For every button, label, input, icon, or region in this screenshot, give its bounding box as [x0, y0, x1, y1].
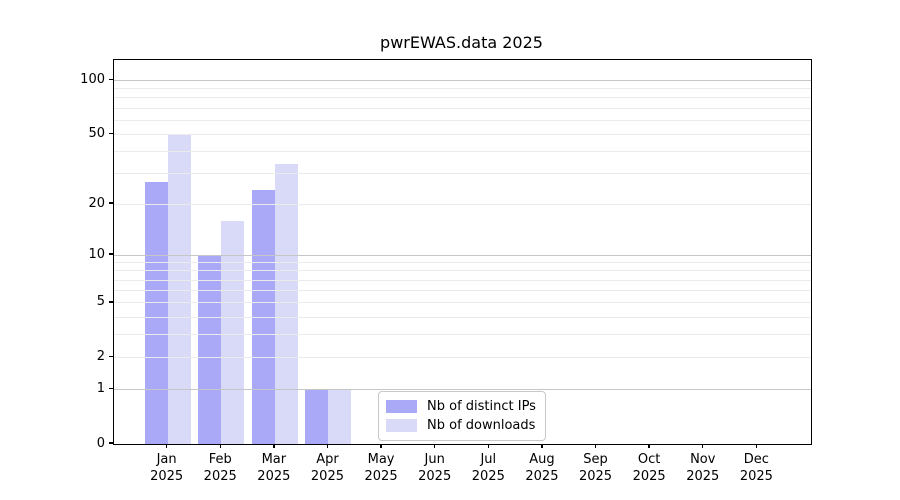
x-axis-tick-label: May 2025	[364, 452, 398, 484]
x-axis-tick-label: Jan 2025	[150, 452, 184, 484]
x-axis-tick-label: Jun 2025	[418, 452, 452, 484]
legend: Nb of distinct IPs Nb of downloads	[378, 391, 546, 441]
x-axis-tick	[755, 444, 758, 449]
x-axis-tick-label: Sep 2025	[578, 452, 613, 484]
gridline	[114, 119, 811, 121]
x-axis-tick-label: Feb 2025	[203, 452, 237, 484]
x-axis-tick	[380, 444, 382, 449]
y-axis-tick-label: 10	[88, 246, 105, 262]
x-axis-tick-label: Dec 2025	[739, 452, 773, 484]
x-axis-tick-label: Aug 2025	[525, 452, 559, 484]
y-axis-tick	[109, 132, 113, 134]
y-axis-tick	[109, 387, 113, 390]
legend-row: Nb of distinct IPs	[386, 397, 536, 416]
bar	[144, 181, 168, 444]
bar	[328, 389, 352, 444]
legend-swatch	[386, 400, 417, 413]
y-axis-tick	[109, 202, 113, 204]
x-axis-tick	[273, 444, 275, 449]
gridline	[114, 203, 811, 205]
bar	[274, 163, 298, 444]
y-axis-tick-label: 100	[80, 71, 105, 87]
chart-title: pwrEWAS.data 2025	[380, 33, 543, 52]
bar	[221, 220, 245, 444]
gridline	[114, 173, 811, 175]
y-axis-tick-label: 50	[88, 125, 105, 141]
x-axis-tick	[433, 444, 436, 449]
gridline	[114, 334, 811, 336]
x-axis-tick	[219, 444, 221, 449]
gridline	[114, 254, 811, 256]
x-axis-tick	[541, 444, 543, 449]
x-axis-tick-label: Jul 2025	[471, 452, 505, 484]
y-axis-tick-label: 2	[96, 348, 105, 364]
bar	[198, 255, 222, 444]
y-axis-tick-label: 20	[88, 195, 105, 211]
gridline	[114, 316, 811, 318]
x-axis-tick-label: Apr 2025	[310, 452, 344, 484]
y-axis-tick	[109, 253, 113, 255]
legend-label: Nb of downloads	[427, 418, 536, 433]
y-axis-tick	[109, 78, 113, 81]
bar	[167, 134, 191, 444]
y-axis-tick-label: 5	[96, 294, 105, 310]
gridline	[114, 88, 811, 90]
gridline	[114, 97, 811, 99]
plot-area	[113, 59, 812, 445]
x-axis-tick	[648, 444, 650, 449]
gridline	[114, 356, 811, 358]
x-axis-tick-label: Nov 2025	[686, 452, 720, 484]
y-axis-tick-label: 1	[96, 380, 105, 396]
gridline	[114, 302, 811, 304]
x-axis-tick	[594, 444, 597, 449]
gridline	[114, 151, 811, 152]
x-axis-tick	[326, 444, 329, 449]
gridline	[114, 290, 811, 292]
gridline	[114, 388, 811, 390]
x-axis-tick-label: Oct 2025	[632, 452, 666, 484]
bar	[305, 389, 329, 444]
gridline	[114, 133, 811, 135]
gridline	[114, 270, 811, 272]
legend-row: Nb of downloads	[386, 416, 536, 435]
y-axis-tick	[109, 442, 113, 444]
y-axis-tick-label: 0	[96, 435, 105, 451]
x-axis-tick-label: Mar 2025	[257, 452, 291, 484]
x-axis-tick	[487, 444, 489, 449]
gridline	[114, 262, 811, 264]
x-axis-tick	[165, 444, 168, 449]
y-axis-tick	[109, 301, 113, 303]
gridline	[114, 80, 811, 81]
gridline	[114, 279, 811, 281]
gridline	[114, 107, 811, 109]
x-axis-tick	[702, 444, 704, 449]
y-axis-tick	[109, 355, 113, 358]
legend-label: Nb of distinct IPs	[427, 399, 536, 414]
legend-swatch	[386, 419, 417, 432]
